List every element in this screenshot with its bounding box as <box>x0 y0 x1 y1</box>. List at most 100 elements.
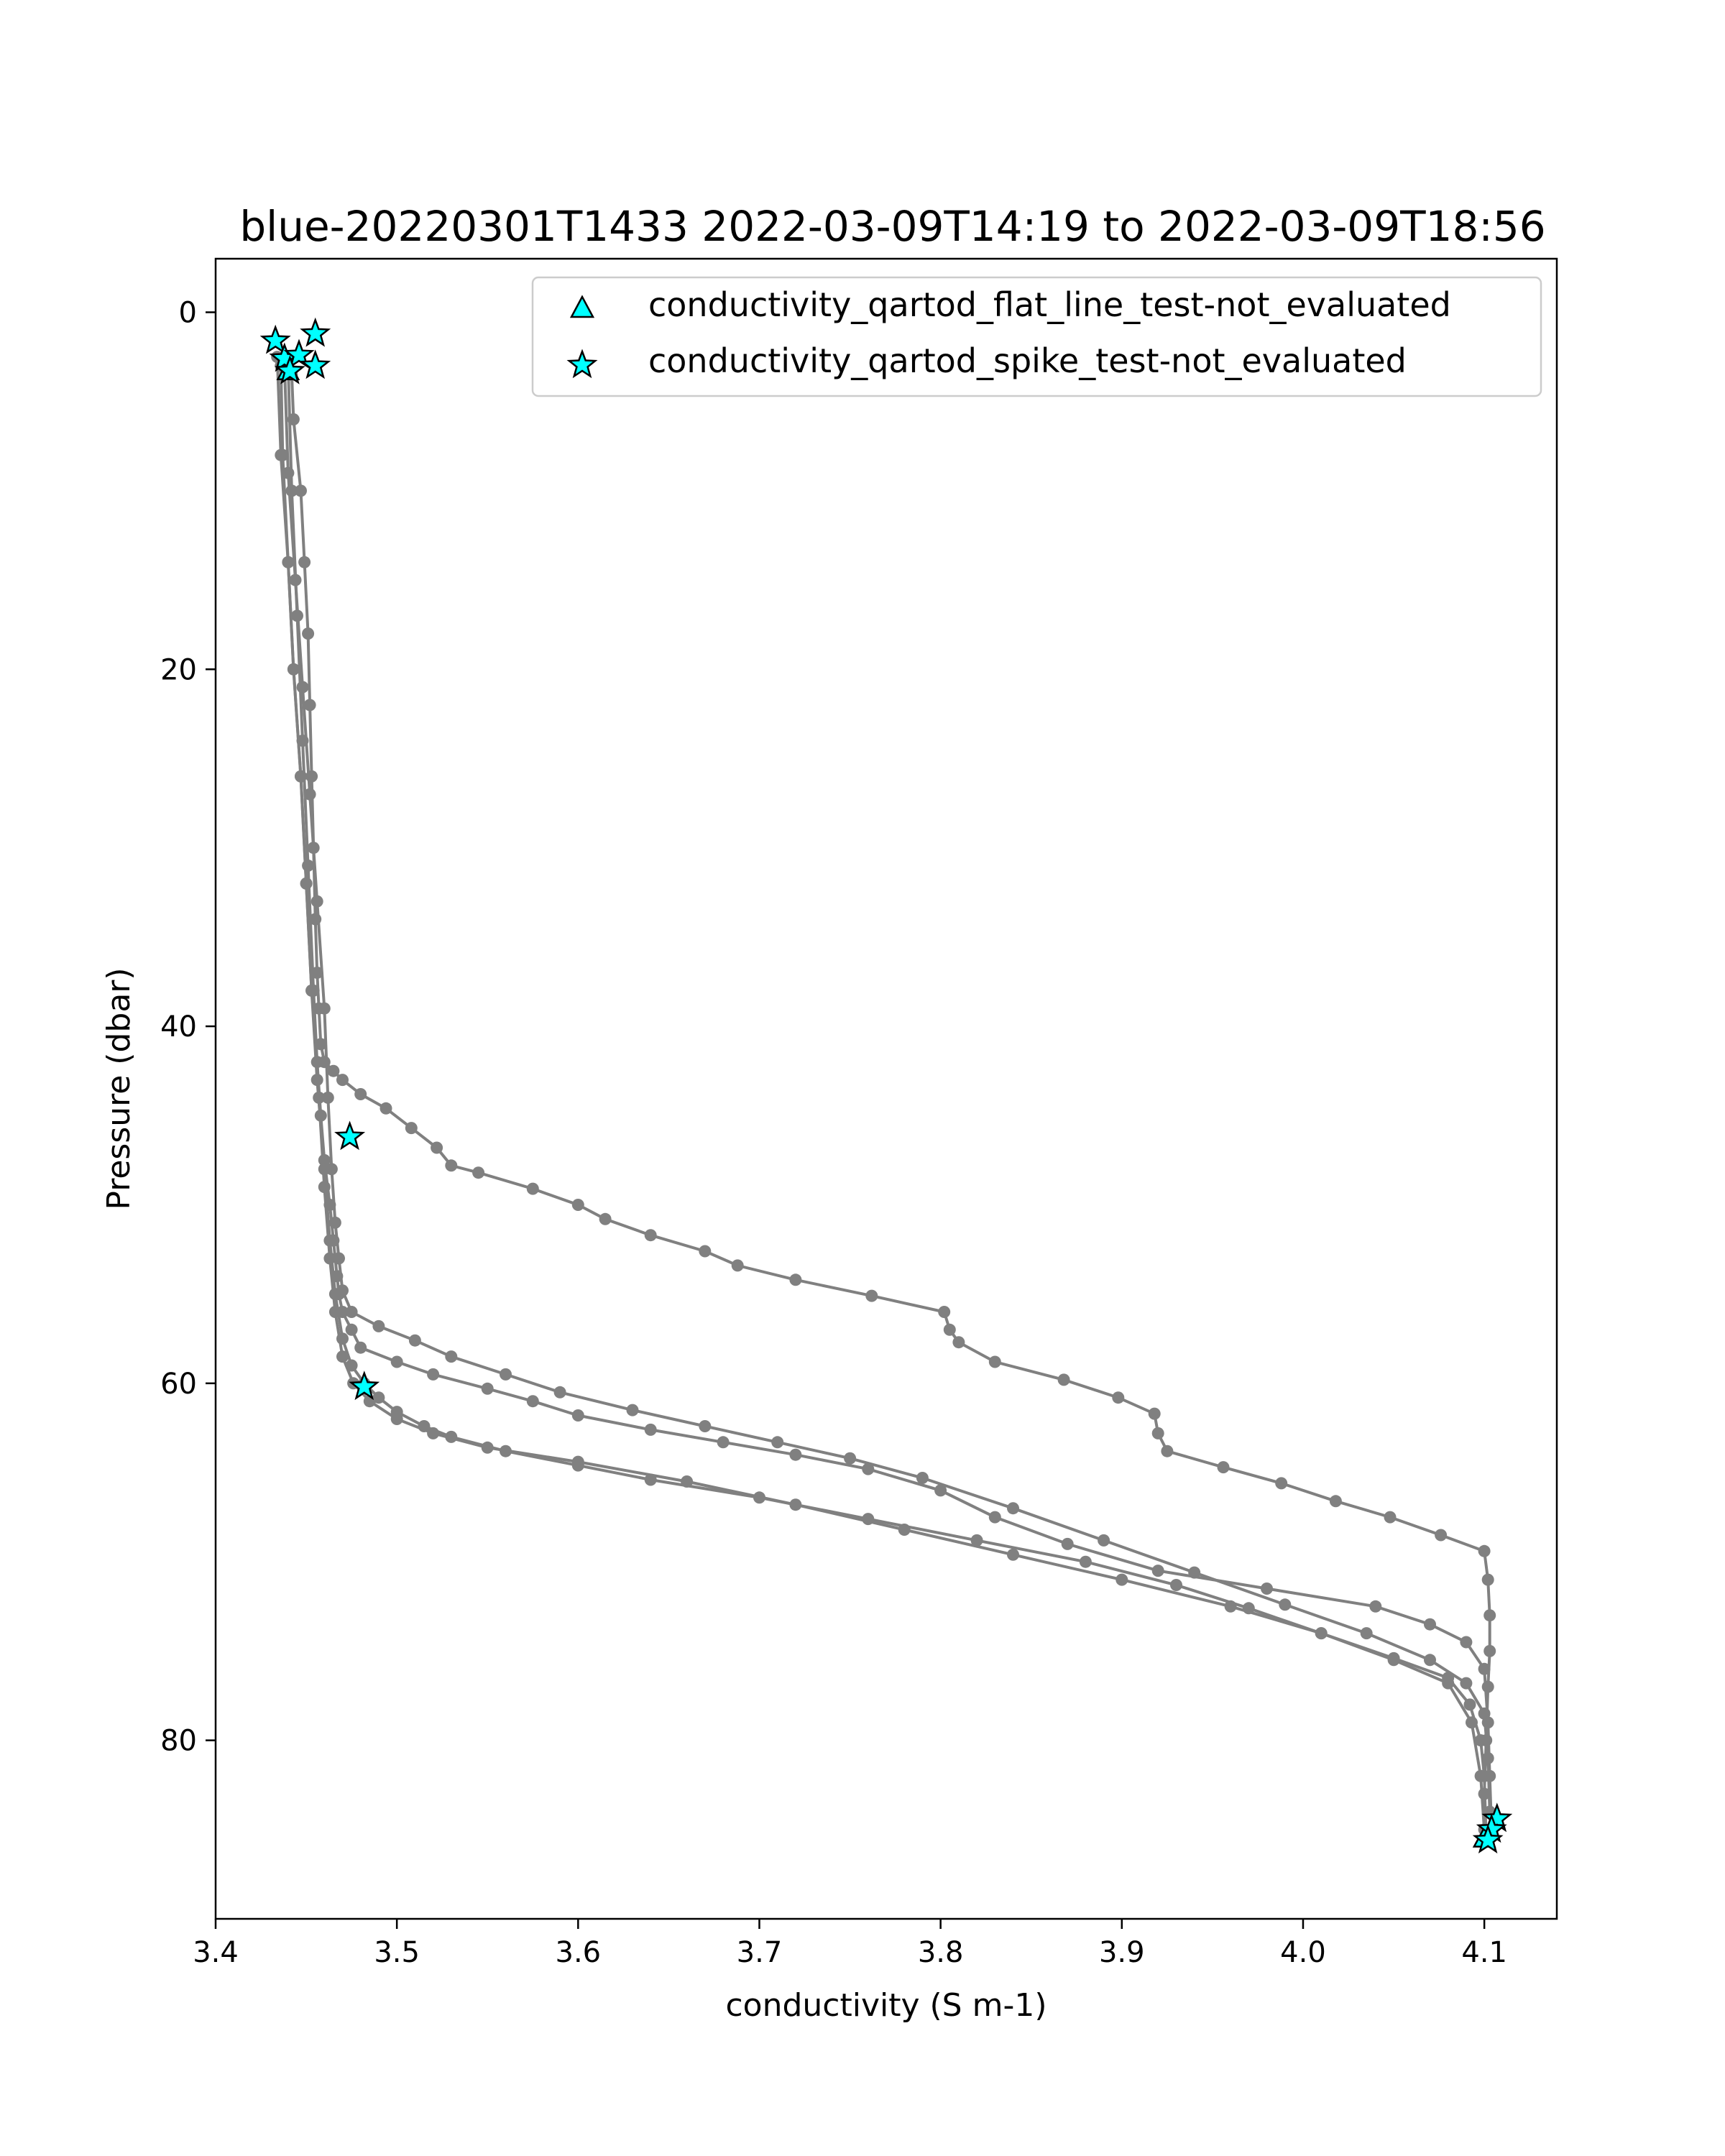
y-tick-label: 40 <box>160 1010 197 1044</box>
profile-point <box>296 734 309 747</box>
profile-point <box>354 1341 367 1354</box>
y-tick-label: 60 <box>160 1368 197 1401</box>
profile-point <box>302 627 315 640</box>
profile-point <box>333 1252 345 1265</box>
profile-5 <box>282 359 1491 1836</box>
profile-point <box>372 1319 385 1332</box>
profile-point <box>571 1409 584 1422</box>
profile-point <box>300 877 313 890</box>
profile-point <box>1217 1461 1230 1474</box>
qartod-flag-markers <box>259 317 1513 1853</box>
profile-point <box>336 1350 349 1363</box>
profile-point <box>1424 1654 1436 1667</box>
profile-point <box>427 1427 440 1439</box>
profile-point <box>644 1423 657 1436</box>
plot-area <box>259 317 1513 1853</box>
spike-flag-marker <box>334 1120 366 1151</box>
profile-point <box>321 1091 334 1104</box>
spike-flag-marker <box>274 354 305 384</box>
profile-point <box>731 1259 744 1272</box>
legend-triangle-marker <box>569 295 595 318</box>
x-tick-label: 3.9 <box>1099 1936 1145 1969</box>
profile-point <box>318 1181 331 1194</box>
profile-point <box>970 1534 983 1547</box>
spike-flag-marker <box>349 1370 380 1401</box>
profile-point <box>313 1091 326 1104</box>
profile-point <box>898 1524 911 1536</box>
profile-point <box>303 699 316 711</box>
profile-line <box>290 374 1491 1795</box>
profile-point <box>323 1252 336 1265</box>
profile-point <box>291 609 303 622</box>
profile-point <box>1315 1627 1328 1640</box>
profile-point <box>1116 1573 1128 1586</box>
profile-point <box>1474 1769 1487 1782</box>
profile-point <box>699 1420 712 1432</box>
profile-point <box>500 1368 512 1381</box>
profile-point <box>626 1404 639 1416</box>
y-tick-label: 20 <box>160 653 197 686</box>
profile-point <box>303 788 316 801</box>
profile-point <box>1387 1654 1400 1667</box>
x-axis-label: conductivity (S m-1) <box>725 1987 1046 2024</box>
profile-point <box>1275 1477 1288 1490</box>
profile-point <box>481 1441 494 1454</box>
profile-point <box>988 1511 1001 1524</box>
profile-point <box>302 860 315 872</box>
profile-point <box>285 484 298 497</box>
profile-point <box>1478 1707 1491 1720</box>
profile-point <box>405 1122 418 1135</box>
profile-point <box>408 1334 421 1347</box>
profile-point <box>717 1436 730 1449</box>
profile-point <box>844 1452 857 1465</box>
profile-point <box>445 1350 458 1363</box>
profile-point <box>481 1382 494 1395</box>
x-tick-label: 3.7 <box>737 1936 783 1969</box>
profile-point <box>1061 1537 1074 1550</box>
profile-point <box>789 1448 802 1461</box>
profile-point <box>354 1088 367 1100</box>
profile-point <box>1481 1573 1494 1586</box>
profile-point <box>390 1355 403 1368</box>
profile-point <box>1112 1391 1125 1404</box>
profile-point <box>681 1475 694 1488</box>
profile-point <box>1151 1565 1164 1577</box>
profile-point <box>1224 1600 1237 1613</box>
profile-point <box>526 1182 539 1195</box>
profile-point <box>1369 1600 1382 1613</box>
spike-flag-marker <box>300 349 331 379</box>
profile-point <box>275 448 288 461</box>
y-tick-label: 0 <box>179 297 197 330</box>
profile-point <box>943 1323 956 1336</box>
spike-flag-marker <box>1472 1824 1504 1853</box>
profile-point <box>1170 1579 1182 1591</box>
profile-point <box>1460 1636 1473 1649</box>
profile-point <box>295 484 307 497</box>
profile-point <box>865 1289 878 1302</box>
profile-point <box>1057 1373 1070 1386</box>
profile-point <box>287 663 300 676</box>
profile-point <box>1474 1734 1487 1747</box>
profile-point <box>1481 1680 1494 1693</box>
axes-frame <box>214 257 1558 1920</box>
legend-label-spike: conductivity_qartod_spike_test-not_evalu… <box>648 341 1407 380</box>
profile-point <box>427 1368 440 1381</box>
chart-title: blue-20220301T1433 2022-03-09T14:19 to 2… <box>239 202 1545 251</box>
profile-point <box>1484 1644 1496 1657</box>
profile-point <box>789 1498 802 1511</box>
spike-flag-marker <box>300 317 331 347</box>
profile-point <box>1151 1427 1164 1439</box>
y-tick-label: 80 <box>160 1725 197 1758</box>
profile-point <box>789 1273 802 1286</box>
spike-flag-marker <box>259 324 291 354</box>
x-tick-label: 3.6 <box>556 1936 602 1969</box>
profile-point <box>345 1323 358 1336</box>
profile-point <box>1329 1495 1342 1508</box>
x-tick-label: 3.5 <box>374 1936 420 1969</box>
axis-ticks: 3.4 3.5 3.6 3.7 3.8 3.9 4.0 4.1 0 20 40 60 80 <box>160 297 1507 1969</box>
profile-point <box>1435 1529 1448 1542</box>
profile-point <box>296 681 309 694</box>
profile-point <box>1188 1566 1201 1579</box>
profile-point <box>1384 1511 1397 1524</box>
